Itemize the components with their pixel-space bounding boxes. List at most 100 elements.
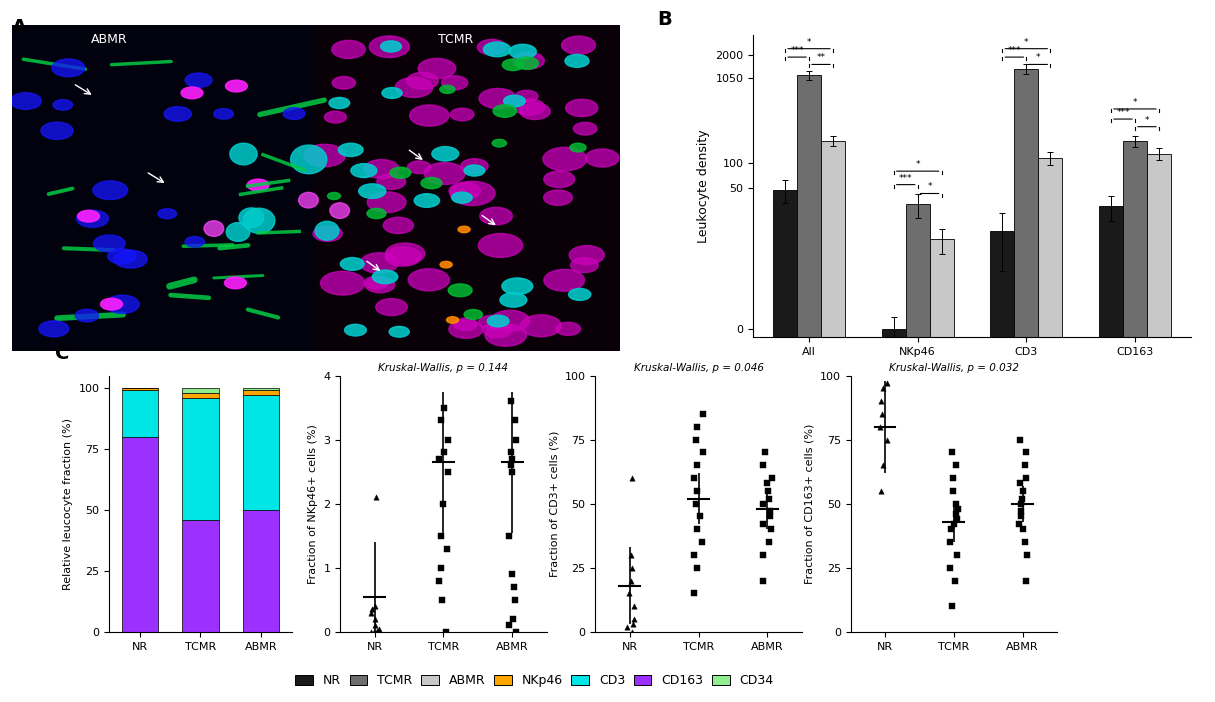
Circle shape [77,210,108,227]
Text: *: * [807,38,812,46]
Bar [797,75,821,702]
Point [1013,524,1033,535]
Circle shape [382,88,402,98]
Text: **: ** [816,53,825,62]
Point [877,378,897,389]
Circle shape [94,235,125,252]
Circle shape [52,59,85,77]
Circle shape [570,143,586,152]
Point [877,434,897,445]
Bar [821,141,844,702]
Bar [773,190,797,702]
Point [369,623,389,634]
Point [762,524,781,535]
Point [946,508,966,519]
Circle shape [441,76,468,90]
Point [623,626,643,637]
Circle shape [239,208,264,227]
Bar [243,388,279,390]
Point [940,562,960,574]
Circle shape [520,103,550,119]
Title: Kruskal-Wallis, p = 0.032: Kruskal-Wallis, p = 0.032 [889,364,1018,373]
Bar [1039,158,1062,702]
Circle shape [440,85,454,93]
Bar [316,25,620,351]
Point [1015,460,1034,471]
Circle shape [502,278,532,295]
Point [684,472,703,484]
Circle shape [338,143,363,157]
Point [1011,505,1030,517]
Circle shape [485,324,526,346]
Bar [243,395,279,510]
Circle shape [372,270,397,284]
Point [1011,498,1030,510]
Point [437,543,457,554]
Point [753,519,773,530]
Point [753,460,773,471]
Point [1012,493,1032,504]
Circle shape [479,234,522,258]
Point [620,588,639,599]
Circle shape [509,44,536,59]
Circle shape [448,320,484,338]
Bar [182,519,219,632]
Text: ***: *** [1117,108,1130,117]
Circle shape [407,161,431,173]
Circle shape [328,192,340,199]
Circle shape [340,258,364,270]
Point [758,485,778,496]
Circle shape [351,164,377,178]
Circle shape [565,55,589,67]
Text: *: * [1024,38,1029,46]
Circle shape [424,162,465,185]
Text: *: * [915,160,920,169]
Point [942,600,961,611]
Text: C: C [55,344,69,363]
Circle shape [503,95,525,107]
Point [367,491,386,503]
Circle shape [448,284,473,297]
Point [684,588,703,599]
Point [945,575,965,586]
Point [1016,575,1035,586]
Title: Kruskal-Wallis, p = 0.144: Kruskal-Wallis, p = 0.144 [379,364,508,373]
Point [1013,485,1033,496]
Point [433,594,452,605]
Text: *: * [1145,116,1149,124]
Point [871,421,891,432]
Title: Kruskal-Wallis, p = 0.046: Kruskal-Wallis, p = 0.046 [634,364,763,373]
Bar [122,390,158,437]
Circle shape [369,36,409,58]
Point [364,600,384,611]
Point [1011,511,1030,522]
Point [690,511,710,522]
Point [429,453,448,465]
Circle shape [454,318,477,331]
Point [686,562,706,574]
Point [1016,447,1035,458]
Circle shape [345,324,367,336]
Bar [929,239,954,702]
Point [499,530,519,541]
Circle shape [181,87,203,99]
Circle shape [185,73,211,87]
Circle shape [332,41,366,58]
Point [1010,477,1029,489]
Point [434,498,453,510]
Y-axis label: Relative leucocyte fraction (%): Relative leucocyte fraction (%) [63,418,73,590]
Circle shape [225,277,247,289]
Bar [122,437,158,632]
Circle shape [92,181,128,199]
Legend: NR, TCMR, ABMR, NKp46, CD3, CD163, CD34: NR, TCMR, ABMR, NKp46, CD3, CD163, CD34 [290,669,779,692]
Y-axis label: Fraction of NKp46+ cells (%): Fraction of NKp46+ cells (%) [307,424,318,583]
Point [686,498,706,510]
Point [948,513,967,524]
Circle shape [464,165,485,176]
Point [756,447,775,458]
Point [688,421,707,432]
Circle shape [383,218,413,234]
Point [366,620,385,631]
Point [761,511,780,522]
Point [625,614,644,625]
